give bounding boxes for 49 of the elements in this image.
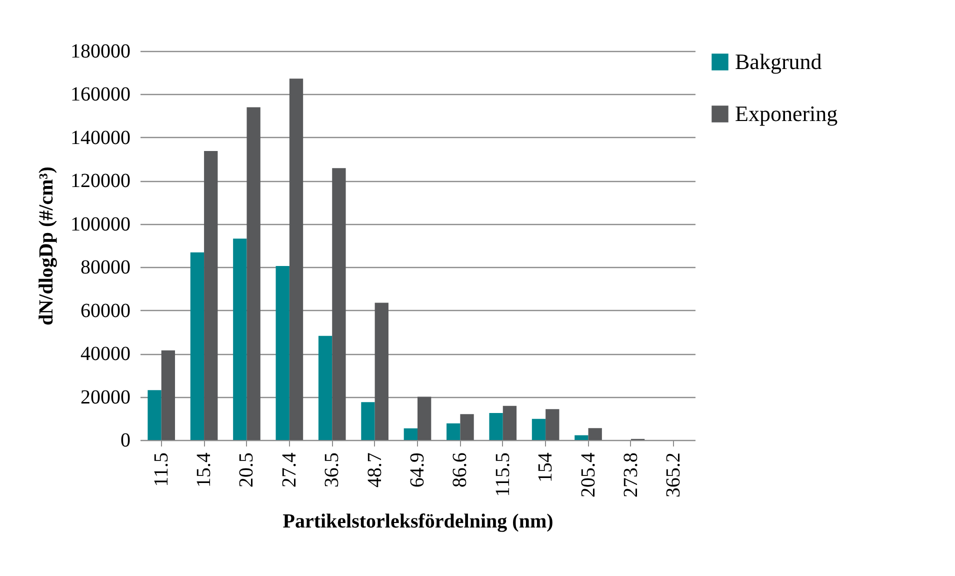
bar <box>418 396 432 440</box>
y-tick-label: 160000 <box>70 84 130 106</box>
x-tick-label: 15.4 <box>193 452 216 488</box>
y-tick-label: 180000 <box>70 40 130 62</box>
x-tick-label: 20.5 <box>236 452 258 488</box>
y-tick-label: 60000 <box>80 300 130 322</box>
bar <box>204 151 218 440</box>
bar <box>446 423 460 440</box>
x-tick-label: 11.5 <box>150 452 172 487</box>
bar <box>532 418 546 440</box>
x-tick-label: 154 <box>534 452 557 482</box>
bar <box>161 350 176 440</box>
bar <box>374 302 388 440</box>
bar <box>148 390 162 440</box>
bar <box>546 409 560 440</box>
bar <box>246 107 260 440</box>
y-tick-label: 40000 <box>80 343 130 366</box>
x-tick-label: 64.9 <box>406 452 428 488</box>
bar <box>502 406 517 440</box>
x-tick-label: 48.7 <box>364 452 386 488</box>
bar <box>460 414 474 440</box>
bar <box>574 435 588 440</box>
bar <box>332 168 346 440</box>
x-tick-label: 273.8 <box>620 452 642 498</box>
bar <box>233 238 247 440</box>
x-tick-label: 86.6 <box>449 452 472 488</box>
bar <box>404 428 418 440</box>
y-tick-label: 100000 <box>70 213 130 236</box>
y-tick-label: 80000 <box>80 256 130 279</box>
x-axis-title: Partikelstorleksfördelning (nm) <box>282 510 554 532</box>
x-tick-label: 205.4 <box>577 452 600 498</box>
legend-label: Bakgrund <box>735 49 822 74</box>
y-tick-label: 140000 <box>70 126 130 149</box>
bar <box>276 266 290 440</box>
y-tick-label: 20000 <box>80 386 130 408</box>
bar <box>190 252 204 440</box>
bar <box>361 402 375 440</box>
bar <box>588 428 602 440</box>
bar <box>289 78 304 440</box>
x-tick-label: 36.5 <box>321 452 344 488</box>
legend-label: Exponering <box>735 101 838 126</box>
y-tick-label: 120000 <box>70 170 130 192</box>
x-tick-label: 115.5 <box>492 452 514 497</box>
y-axis-title: dN/dlogDp (#/cm³) <box>36 166 58 326</box>
x-tick-label: 27.4 <box>278 452 300 488</box>
bar <box>318 336 332 440</box>
y-tick-label: 0 <box>120 430 130 452</box>
x-tick-label: 365.2 <box>662 452 685 498</box>
bar <box>489 412 503 440</box>
